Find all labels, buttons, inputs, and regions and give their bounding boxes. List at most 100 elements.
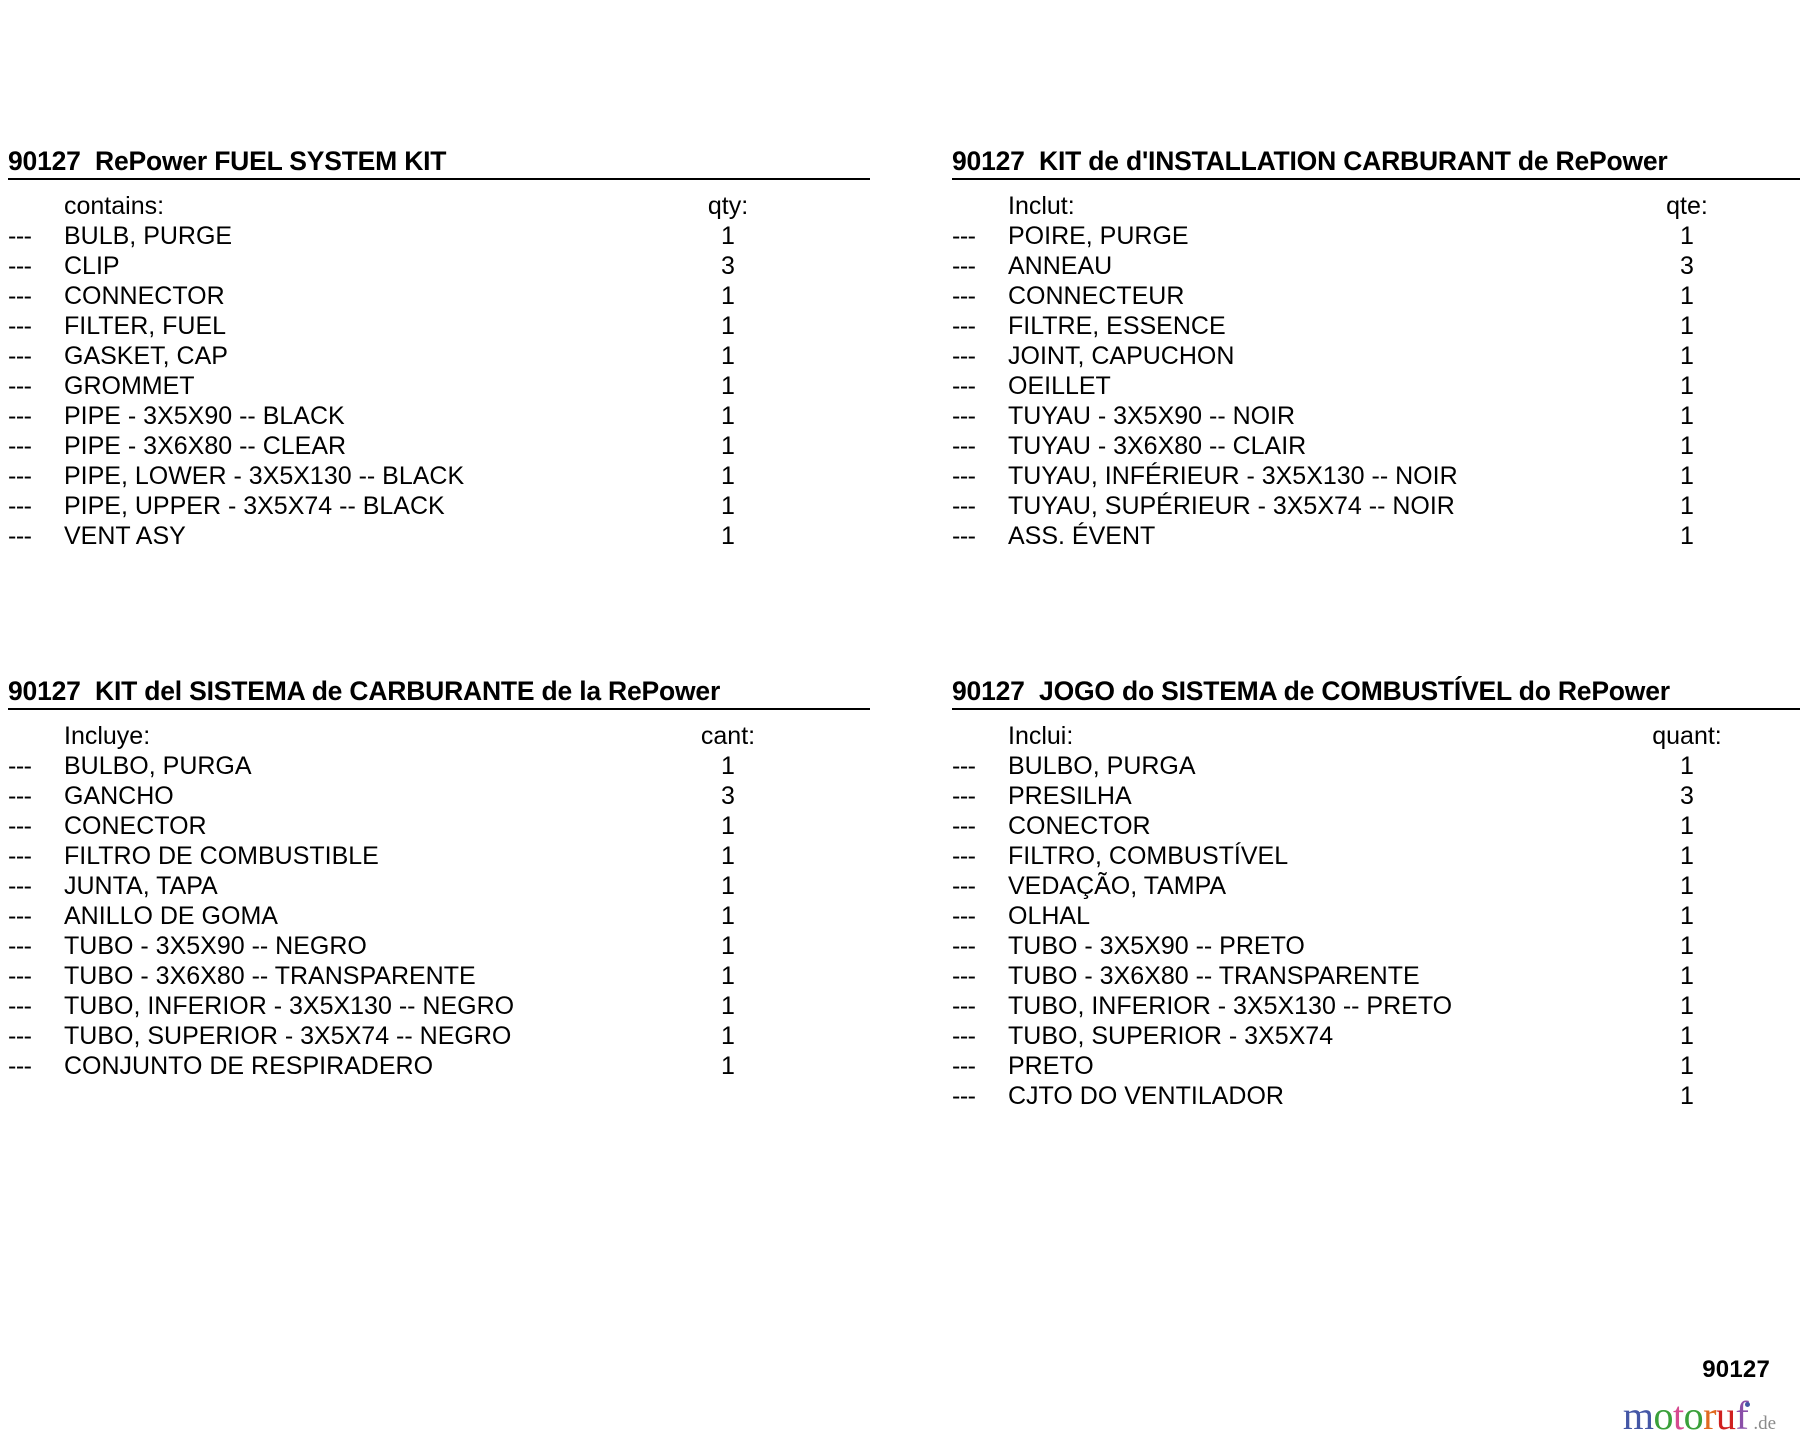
table-row: --- ANILLO DE GOMA 1	[8, 901, 788, 931]
row-name: VENT ASY	[64, 521, 186, 550]
table-row: --- BULB, PURGE 1	[8, 221, 788, 251]
panel-partnum-french: 90127	[952, 146, 1025, 176]
parts-table-portuguese: Inclui: quant: --- BULBO, PURGA 1 --- PRESI…	[952, 721, 1752, 1111]
row-name: JOINT, CAPUCHON	[1008, 341, 1235, 370]
row-qty: 1	[1680, 521, 1694, 550]
row-dash: ---	[952, 431, 976, 460]
row-dash: ---	[8, 1051, 32, 1080]
row-name: GANCHO	[64, 781, 174, 810]
row-name: FILTRO DE COMBUSTIBLE	[64, 841, 379, 870]
row-qty: 3	[721, 781, 735, 810]
row-name: TUBO - 3X6X80 -- TRANSPARENTE	[1008, 961, 1420, 990]
table-row: --- FILTRE, ESSENCE 1	[952, 311, 1752, 341]
row-dash: ---	[8, 491, 32, 520]
row-dash: ---	[8, 401, 32, 430]
row-qty: 1	[721, 401, 735, 430]
row-name: TUBO - 3X5X90 -- PRETO	[1008, 931, 1305, 960]
row-name: CONNECTEUR	[1008, 281, 1185, 310]
row-name: PIPE - 3X6X80 -- CLEAR	[64, 431, 347, 460]
row-qty: 1	[721, 841, 735, 870]
qty-label: qte:	[1666, 191, 1708, 220]
table-row: --- ASS. ÉVENT 1	[952, 521, 1752, 551]
row-qty: 1	[1680, 901, 1694, 930]
panel-heading-english: RePower FUEL SYSTEM KIT	[95, 146, 447, 176]
table-row: --- VENT ASY 1	[8, 521, 788, 551]
row-dash: ---	[8, 371, 32, 400]
row-name: CONJUNTO DE RESPIRADERO	[64, 1051, 434, 1080]
row-name: PIPE - 3X5X90 -- BLACK	[64, 401, 345, 430]
row-name: TUBO, SUPERIOR - 3X5X74 -- NEGRO	[64, 1021, 512, 1050]
contains-label: Inclut:	[1008, 191, 1075, 220]
row-qty: 1	[721, 1021, 735, 1050]
row-dash: ---	[952, 871, 976, 900]
row-qty: 1	[1680, 461, 1694, 490]
row-qty: 1	[721, 461, 735, 490]
logo-letter-m: m	[1622, 1393, 1654, 1438]
qty-label: qty:	[707, 191, 749, 220]
table-row: --- TUBO, SUPERIOR - 3X5X74 -- NEGRO 1	[8, 1021, 788, 1051]
row-name: CONECTOR	[1008, 811, 1151, 840]
table-row: --- PIPE, LOWER - 3X5X130 -- BLACK 1	[8, 461, 788, 491]
row-name: TUYAU, INFÉRIEUR - 3X5X130 -- NOIR	[1008, 461, 1458, 490]
table-row: --- CONNECTEUR 1	[952, 281, 1752, 311]
row-name: GASKET, CAP	[64, 341, 228, 370]
row-qty: 1	[721, 871, 735, 900]
row-qty: 1	[721, 991, 735, 1020]
table-row: --- CJTO DO VENTILADOR 1	[952, 1081, 1752, 1111]
row-dash: ---	[8, 461, 32, 490]
row-name: VEDAÇÃO, TAMPA	[1008, 871, 1227, 900]
panel-partnum-portuguese: 90127	[952, 676, 1025, 706]
row-qty: 1	[1680, 221, 1694, 250]
row-qty: 1	[1680, 841, 1694, 870]
panel-partnum-spanish: 90127	[8, 676, 81, 706]
row-name: FILTER, FUEL	[64, 311, 227, 340]
panel-english: 90127 RePower FUEL SYSTEM KIT contains: …	[8, 146, 888, 551]
table-header-row: contains: qty:	[8, 191, 788, 221]
motoruf-logo: motoruf .de	[1546, 1396, 1776, 1436]
row-dash: ---	[8, 431, 32, 460]
panel-title-portuguese: 90127 JOGO do SISTEMA de COMBUSTÍVEL do …	[952, 676, 1800, 714]
row-name: ANILLO DE GOMA	[64, 901, 278, 930]
row-name: BULBO, PURGA	[64, 751, 252, 780]
row-dash: ---	[8, 991, 32, 1020]
table-row: --- FILTRO DE COMBUSTIBLE 1	[8, 841, 788, 871]
panel-heading-spanish: KIT del SISTEMA de CARBURANTE de la RePo…	[95, 676, 721, 706]
logo-letter-o2: o	[1683, 1393, 1704, 1438]
row-qty: 1	[1680, 811, 1694, 840]
row-dash: ---	[8, 281, 32, 310]
table-row: --- TUYAU - 3X5X90 -- NOIR 1	[952, 401, 1752, 431]
row-qty: 1	[721, 751, 735, 780]
row-qty: 1	[1680, 931, 1694, 960]
table-header-row: Inclui: quant:	[952, 721, 1752, 751]
row-name: OLHAL	[1008, 901, 1090, 930]
row-dash: ---	[952, 521, 976, 550]
row-qty: 1	[721, 281, 735, 310]
row-qty: 3	[721, 251, 735, 280]
table-row: --- TUBO - 3X6X80 -- TRANSPARENTE 1	[8, 961, 788, 991]
table-row: --- CONJUNTO DE RESPIRADERO 1	[8, 1051, 788, 1081]
title-divider-spanish	[8, 707, 870, 710]
row-dash: ---	[952, 1021, 976, 1050]
row-dash: ---	[8, 341, 32, 370]
row-dash: ---	[952, 1081, 976, 1110]
table-row: --- POIRE, PURGE 1	[952, 221, 1752, 251]
panel-title-french: 90127 KIT de d'INSTALLATION CARBURANT de…	[952, 146, 1800, 184]
table-row: --- TUBO, INFERIOR - 3X5X130 -- PRETO 1	[952, 991, 1752, 1021]
table-row: --- CONECTOR 1	[952, 811, 1752, 841]
row-qty: 1	[1680, 751, 1694, 780]
table-row: --- CLIP 3	[8, 251, 788, 281]
row-name: TUBO, INFERIOR - 3X5X130 -- NEGRO	[64, 991, 515, 1020]
table-row: --- GANCHO 3	[8, 781, 788, 811]
row-dash: ---	[952, 1051, 976, 1080]
row-dash: ---	[952, 811, 976, 840]
table-row: --- TUBO, SUPERIOR - 3X5X74 1	[952, 1021, 1752, 1051]
row-qty: 1	[721, 491, 735, 520]
table-row: --- PRESILHA 3	[952, 781, 1752, 811]
row-qty: 1	[721, 431, 735, 460]
table-row: --- PRETO 1	[952, 1051, 1752, 1081]
row-dash: ---	[952, 371, 976, 400]
row-qty: 1	[721, 521, 735, 550]
footer: 90127 motoruf .de	[1546, 1356, 1776, 1436]
title-divider-french	[952, 177, 1800, 180]
row-qty: 1	[1680, 341, 1694, 370]
